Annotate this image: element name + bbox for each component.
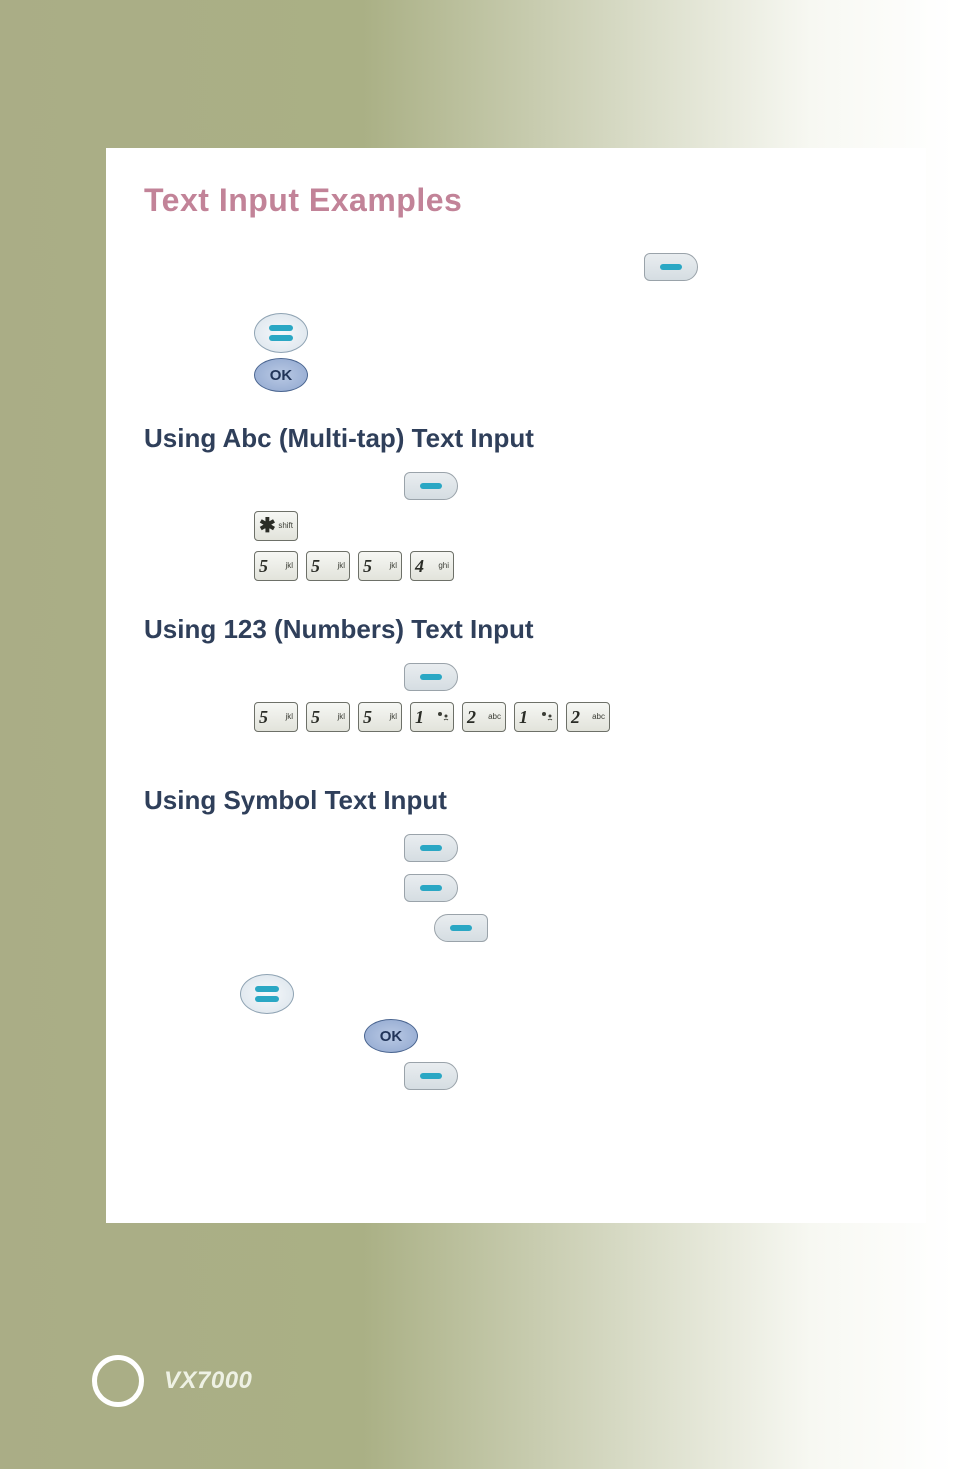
key5-sub: jkl [389,562,397,570]
key2-sub: abc [592,713,605,721]
sym-nav-row [144,974,888,1014]
num-softkey-row [144,659,888,695]
key4-sub: ghi [438,562,449,570]
softkey-left-icon[interactable] [404,1062,458,1090]
footer: VX7000 [92,1355,252,1407]
sym-softkey-row-1 [144,830,888,866]
key5-sub: jkl [337,713,345,721]
key-1-icon[interactable]: 1 [410,702,454,732]
section-title-abc: Using Abc (Multi-tap) Text Input [144,423,888,454]
key-2-icon[interactable]: 2 abc [462,702,506,732]
softkey-left-icon[interactable] [404,663,458,691]
key5-big: 5 [311,708,320,726]
key-5-icon[interactable]: 5 jkl [306,702,350,732]
nav-updown-icon[interactable] [240,974,294,1014]
key-star-big: ✱ [259,516,276,536]
key5-sub: jkl [285,713,293,721]
key-4-icon[interactable]: 4 ghi [410,551,454,581]
abc-shift-row: ✱ shift [144,508,888,544]
key5-big: 5 [363,557,372,575]
key5-big: 5 [363,708,372,726]
key5-sub: jkl [337,562,345,570]
num-keyseq-row: 5 jkl 5 jkl 5 jkl 1 2 abc 1 [144,699,888,735]
key5-big: 5 [259,557,268,575]
key-5-icon[interactable]: 5 jkl [254,702,298,732]
nav-row [144,313,888,353]
page-background: Text Input Examples OK Using Abc (Multi-… [0,0,954,1469]
key5-sub: jkl [285,562,293,570]
page-title: Text Input Examples [144,182,888,219]
key-1-icon[interactable]: 1 [514,702,558,732]
key4-big: 4 [415,557,424,575]
footer-model: VX7000 [164,1367,252,1395]
key2-sub: abc [488,713,501,721]
softkey-left-icon[interactable] [644,253,698,281]
softkey-right-icon[interactable] [434,914,488,942]
ok-row: OK [144,357,888,393]
softkey-left-icon[interactable] [404,874,458,902]
sym-ok-row: OK [144,1018,888,1054]
sym-softkey-row-3 [144,1058,888,1094]
key-star-shift-icon[interactable]: ✱ shift [254,511,298,541]
ok-button-icon[interactable]: OK [254,358,308,392]
section-title-symbol: Using Symbol Text Input [144,785,888,816]
key1-sub [541,711,553,723]
key-5-icon[interactable]: 5 jkl [358,702,402,732]
abc-keyseq-row: 5 jkl 5 jkl 5 jkl 4 ghi [144,548,888,584]
key-5-icon[interactable]: 5 jkl [306,551,350,581]
key1-sub [437,711,449,723]
nav-updown-icon[interactable] [254,313,308,353]
key2-big: 2 [467,708,476,726]
key-5-icon[interactable]: 5 jkl [254,551,298,581]
key-5-icon[interactable]: 5 jkl [358,551,402,581]
key1-big: 1 [415,708,424,726]
ok-button-icon[interactable]: OK [364,1019,418,1053]
sym-softkey-row-right [144,910,888,946]
softkey-left-icon[interactable] [404,834,458,862]
key-2-icon[interactable]: 2 abc [566,702,610,732]
page-number-circle-icon [92,1355,144,1407]
key-star-sub: shift [278,522,293,530]
intro-row [144,249,888,285]
key2-big: 2 [571,708,580,726]
sym-softkey-row-2 [144,870,888,906]
key5-big: 5 [311,557,320,575]
section-title-123: Using 123 (Numbers) Text Input [144,614,888,645]
key5-big: 5 [259,708,268,726]
softkey-left-icon[interactable] [404,472,458,500]
key1-big: 1 [519,708,528,726]
abc-softkey-row [144,468,888,504]
content-panel: Text Input Examples OK Using Abc (Multi-… [106,148,926,1223]
key5-sub: jkl [389,713,397,721]
